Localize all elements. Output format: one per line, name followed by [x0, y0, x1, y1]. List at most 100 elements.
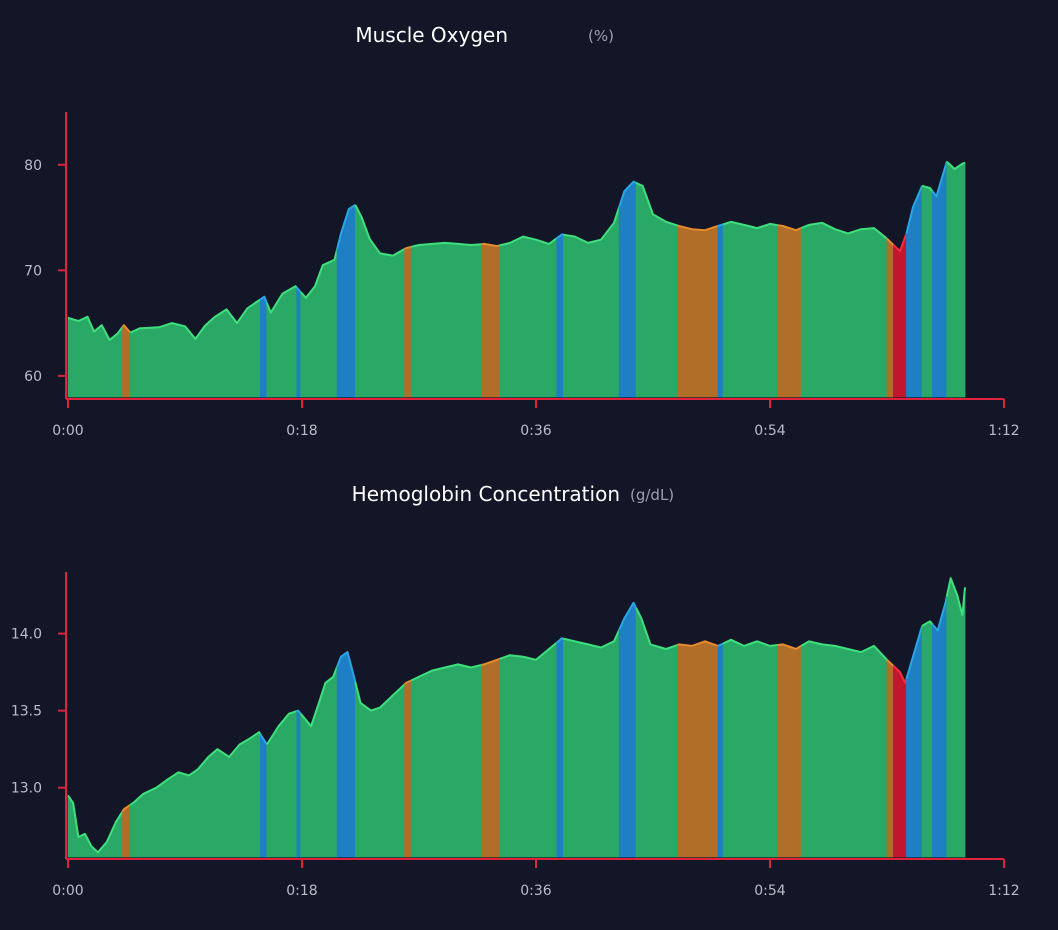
muscle-oxygen-zone-blue-line — [618, 180, 637, 208]
muscle-oxygen-zone-blue-area — [618, 181, 637, 398]
hemoglobin-zone-orange-line — [403, 679, 412, 685]
hemoglobin-zone-green-line — [410, 663, 482, 682]
hemoglobin-zone-green-area — [499, 641, 558, 858]
muscle-oxygen-zone-orange-line — [481, 242, 500, 248]
muscle-oxygen-zone-blue-line — [259, 295, 268, 304]
hemoglobin-zone-green-line — [266, 710, 298, 746]
muscle-oxygen-y-tick-label: 80 — [24, 158, 42, 174]
muscle-oxygen-zone-green-line — [499, 235, 558, 247]
muscle-oxygen-zone-green-line — [800, 221, 888, 240]
muscle-oxygen-zone-blue-line — [336, 204, 356, 250]
hemoglobin-zone-green-area — [130, 731, 261, 858]
hemoglobin-zone-green-area — [266, 710, 298, 858]
hemoglobin-zone-green-line — [129, 731, 262, 806]
hemoglobin-zone-blue-line — [556, 637, 564, 644]
muscle-oxygen-zone-green-area — [722, 221, 779, 398]
hemoglobin-zone-orange-area — [886, 658, 894, 858]
muscle-oxygen-zone-orange-line — [777, 224, 802, 232]
hemoglobin-zone-blue-area — [618, 601, 637, 858]
muscle-oxygen-zone-green-area — [130, 298, 261, 398]
hemoglobin-zone-orange-line — [777, 643, 802, 650]
chart-unit-muscle-oxygen: (%) — [588, 27, 614, 45]
muscle-oxygen-zone-orange-line — [404, 245, 412, 250]
chart-title-muscle-oxygen: Muscle Oxygen — [355, 23, 508, 47]
hemoglobin-zone-green-line — [563, 629, 621, 649]
hemoglobin-zone-orange-line — [886, 659, 895, 667]
muscle-oxygen-zone-red-area — [893, 233, 907, 398]
muscle-oxygen-zone-green-area — [499, 236, 558, 398]
chart-muscle-oxygen: Muscle Oxygen (%) 60 70 80 0:00 0:18 0:36 0:54… — [24, 23, 1020, 439]
muscle-oxygen-zone-green-area — [67, 316, 123, 398]
muscle-oxygen-zone-blue-area — [296, 286, 302, 398]
hemoglobin-zone-green-area — [300, 666, 338, 858]
muscle-oxygen-zone-green-area — [354, 204, 406, 398]
muscle-oxygen-zone-green-line — [265, 285, 298, 314]
hemoglobin-zone-blue-line — [336, 651, 357, 683]
muscle-oxygen-zone-orange-area — [404, 246, 412, 398]
hemoglobin-zone-blue-area — [717, 642, 724, 858]
hemoglobin-zone-blue-line — [717, 642, 724, 647]
hemoglobin-y-tick-label: 14.0 — [11, 627, 42, 643]
hemoglobin-zone-orange-area — [404, 679, 412, 858]
muscle-oxygen-zone-blue-area — [932, 161, 948, 398]
muscle-oxygen-x-tick-label: 0:18 — [286, 423, 317, 439]
chart-title-hemoglobin: Hemoglobin Concentration — [352, 482, 620, 506]
muscle-oxygen-zone-orange-line — [677, 224, 719, 232]
hemoglobin-zone-blue-line — [259, 733, 268, 746]
muscle-oxygen-zone-orange-line — [886, 237, 895, 246]
muscle-oxygen-zone-orange-area — [886, 237, 894, 398]
hemoglobin-zone-blue-area — [906, 625, 923, 858]
hemoglobin-zone-blue-area — [296, 710, 302, 858]
hemoglobin-zone-green-area — [722, 639, 779, 858]
muscle-oxygen-zone-green-line — [921, 184, 934, 193]
hemoglobin-zone-blue-line — [618, 601, 637, 631]
muscle-oxygen-zone-green-area — [410, 242, 482, 398]
hemoglobin-zone-orange-line — [677, 640, 719, 647]
hemoglobin-zone-green-area — [635, 607, 679, 858]
chart-hemoglobin: Hemoglobin Concentration (g/dL) 13.0 13.5… — [11, 482, 1020, 899]
plot-area-muscle-oxygen: 60 70 80 0:00 0:18 0:36 0:54 1:12 — [24, 112, 1020, 439]
hemoglobin-zone-green-line — [499, 641, 558, 661]
hemoglobin-zone-green-line — [800, 640, 888, 661]
hemoglobin-x-tick-label: 0:18 — [286, 883, 317, 899]
muscle-oxygen-zone-green-area — [300, 249, 338, 398]
hemoglobin-zone-green-line — [921, 620, 934, 627]
hemoglobin-zone-orange-line — [481, 657, 500, 666]
muscle-oxygen-zone-orange-line — [121, 324, 132, 334]
muscle-oxygen-zone-blue-line — [931, 161, 948, 198]
muscle-oxygen-zone-orange-area — [122, 324, 131, 398]
muscle-oxygen-zone-blue-area — [906, 185, 923, 398]
hemoglobin-zone-blue-area — [556, 637, 564, 858]
hemoglobin-zone-green-line — [299, 666, 339, 728]
hemoglobin-zone-orange-area — [777, 643, 802, 858]
hemoglobin-zone-blue-area — [932, 596, 948, 858]
hemoglobin-zone-orange-area — [481, 658, 500, 858]
hemoglobin-zone-blue-line — [296, 709, 302, 715]
hemoglobin-zone-green-area — [410, 663, 482, 858]
hemoglobin-zone-green-line — [635, 607, 679, 650]
muscle-oxygen-zone-blue-line — [296, 286, 302, 293]
hemoglobin-zone-blue-area — [260, 732, 268, 858]
muscle-oxygen-zone-blue-area — [556, 233, 564, 398]
muscle-oxygen-zone-blue-area — [260, 296, 268, 398]
plot-area-hemoglobin: 13.0 13.5 14.0 0:00 0:18 0:36 0:54 1:12 — [11, 572, 1020, 899]
muscle-oxygen-zone-green-area — [266, 285, 298, 398]
muscle-oxygen-zone-blue-line — [556, 233, 564, 240]
muscle-oxygen-zone-orange-area — [481, 243, 500, 398]
muscle-oxygen-zone-green-line — [354, 204, 406, 257]
muscle-oxygen-zone-blue-area — [336, 204, 356, 398]
muscle-oxygen-zone-green-line — [946, 160, 966, 170]
hemoglobin-zone-orange-area — [122, 804, 131, 858]
hemoglobin-y-tick-label: 13.5 — [11, 704, 42, 720]
muscle-oxygen-x-tick-label: 1:12 — [988, 423, 1019, 439]
muscle-oxygen-zone-green-line — [129, 298, 261, 340]
hemoglobin-zone-green-area — [946, 576, 966, 858]
muscle-oxygen-zone-orange-area — [677, 225, 719, 398]
hemoglobin-zone-green-line — [67, 794, 124, 854]
muscle-oxygen-x-tick-label: 0:54 — [754, 423, 786, 439]
hemoglobin-zone-green-area — [921, 620, 933, 858]
hemoglobin-zone-green-line — [945, 577, 966, 617]
muscle-oxygen-zone-blue-area — [717, 223, 724, 398]
hemoglobin-zone-green-line — [722, 638, 778, 647]
